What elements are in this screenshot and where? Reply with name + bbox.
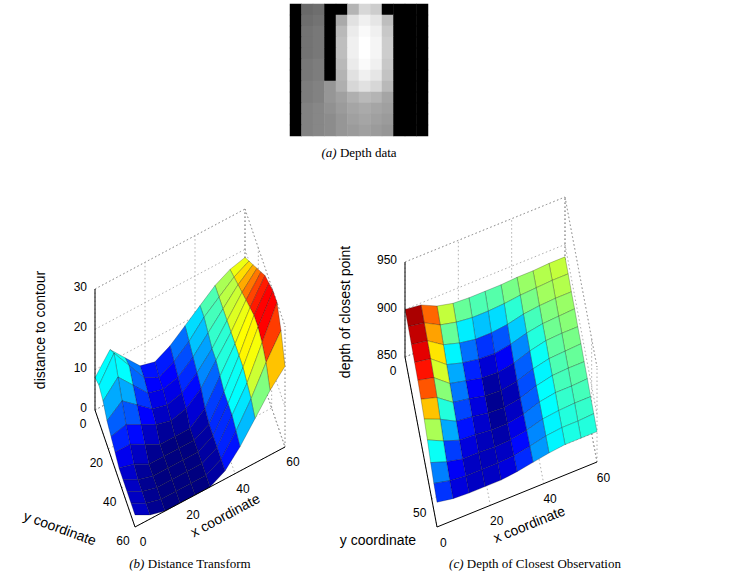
svg-text:30: 30 xyxy=(74,280,88,294)
svg-text:0: 0 xyxy=(390,364,397,378)
svg-text:distance to contour: distance to contour xyxy=(32,271,48,390)
svg-text:Depth of Closest Observation: Depth of Closest Observation xyxy=(464,556,622,571)
svg-text:40: 40 xyxy=(543,492,557,507)
svg-text:y coordinate: y coordinate xyxy=(21,507,98,548)
svg-text:20: 20 xyxy=(74,320,88,334)
svg-text:(c): (c) xyxy=(449,556,463,571)
svg-text:950: 950 xyxy=(377,253,397,267)
svg-text:0: 0 xyxy=(80,401,87,415)
svg-text:Distance Transform: Distance Transform xyxy=(144,556,250,571)
svg-text:850: 850 xyxy=(377,348,397,362)
svg-text:60: 60 xyxy=(597,471,611,485)
svg-text:20: 20 xyxy=(90,456,104,470)
svg-text:60: 60 xyxy=(286,455,300,469)
svg-text:20: 20 xyxy=(186,508,200,523)
svg-text:y coordinate: y coordinate xyxy=(340,532,416,548)
svg-text:10: 10 xyxy=(74,361,88,375)
svg-text:x coordinate: x coordinate xyxy=(491,502,568,546)
svg-text:(a): (a) xyxy=(321,145,336,160)
svg-text:depth of closest point: depth of closest point xyxy=(337,246,353,378)
svg-text:0: 0 xyxy=(140,535,147,549)
svg-text:Depth data: Depth data xyxy=(337,145,397,160)
svg-text:50: 50 xyxy=(413,506,427,520)
svg-text:x coordinate: x coordinate xyxy=(188,490,263,540)
svg-text:40: 40 xyxy=(103,495,117,509)
svg-text:0: 0 xyxy=(80,417,87,431)
svg-text:60: 60 xyxy=(116,534,130,548)
svg-text:(b): (b) xyxy=(129,556,144,571)
svg-text:0: 0 xyxy=(440,536,447,550)
svg-text:900: 900 xyxy=(377,301,397,315)
svg-text:40: 40 xyxy=(236,481,250,496)
svg-text:20: 20 xyxy=(490,514,504,529)
